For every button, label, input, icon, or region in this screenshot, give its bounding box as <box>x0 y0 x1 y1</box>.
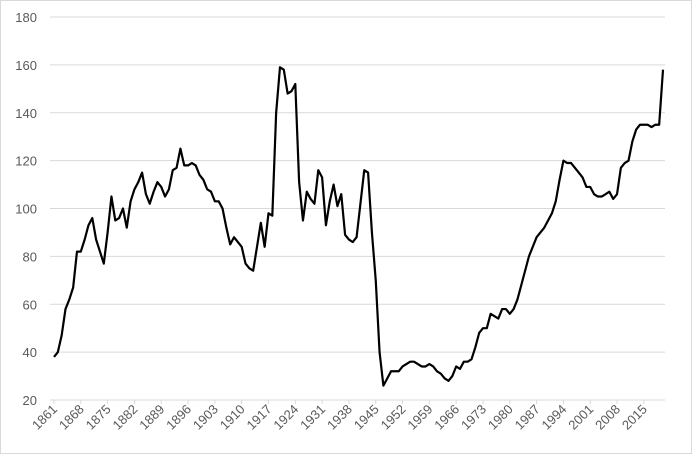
y-tick-label: 20 <box>23 393 37 408</box>
data-line <box>53 66 665 387</box>
y-tick-label: 40 <box>23 345 37 360</box>
y-tick-label: 160 <box>15 58 37 73</box>
y-tick-label: 140 <box>15 106 37 121</box>
y-tick-label: 120 <box>15 154 37 169</box>
y-tick-label: 180 <box>15 10 37 25</box>
y-tick-label: 80 <box>23 249 37 264</box>
y-tick-label: 60 <box>23 297 37 312</box>
y-tick-label: 100 <box>15 202 37 217</box>
